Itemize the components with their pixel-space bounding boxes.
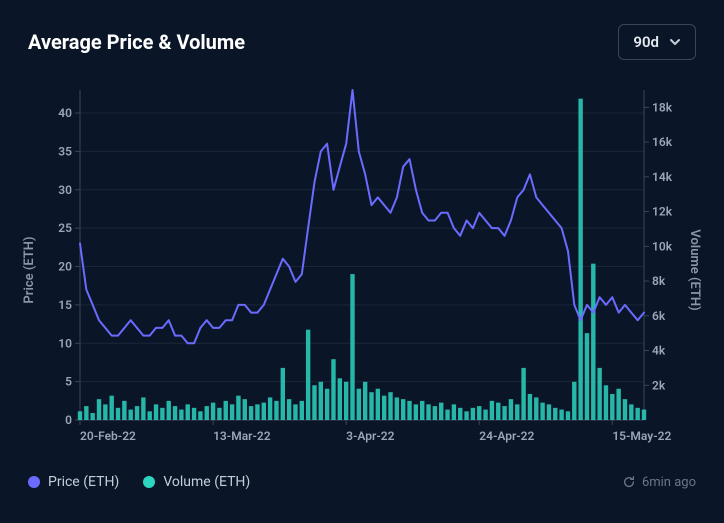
svg-text:6k: 6k <box>652 309 666 323</box>
svg-text:8k: 8k <box>652 274 666 288</box>
y-axis-label-left: Price (ETH) <box>22 236 37 303</box>
timerange-dropdown[interactable]: 90d <box>618 24 696 60</box>
legend-swatch-price <box>28 476 40 488</box>
svg-text:3-Apr-22: 3-Apr-22 <box>346 429 394 443</box>
chart-area: Price (ETH) Volume (ETH) 051015202530354… <box>28 80 696 460</box>
svg-text:20: 20 <box>58 260 72 274</box>
svg-text:2k: 2k <box>652 378 666 392</box>
svg-text:13-Mar-22: 13-Mar-22 <box>213 429 271 443</box>
card-title: Average Price & Volume <box>28 30 245 54</box>
svg-text:15-May-22: 15-May-22 <box>612 429 671 443</box>
svg-text:18k: 18k <box>652 100 673 114</box>
svg-text:12k: 12k <box>652 205 673 219</box>
refresh-text: 6min ago <box>642 475 696 490</box>
legend-label-volume: Volume (ETH) <box>163 474 250 490</box>
card-header: Average Price & Volume 90d <box>28 24 696 60</box>
svg-text:10k: 10k <box>652 239 673 253</box>
svg-text:0: 0 <box>65 413 72 427</box>
svg-text:15: 15 <box>58 298 72 312</box>
chevron-down-icon <box>669 36 681 48</box>
chart-svg: 0 5 10 15 20 25 30 35 40 2k 4k 6k 8k 10k 12k 14k 16k 18k 2… <box>28 80 696 460</box>
svg-text:30: 30 <box>58 183 72 197</box>
svg-text:5: 5 <box>65 375 72 389</box>
svg-text:25: 25 <box>58 221 72 235</box>
svg-text:24-Apr-22: 24-Apr-22 <box>479 429 534 443</box>
legend-item-volume: Volume (ETH) <box>143 474 250 490</box>
card-footer: Price (ETH) Volume (ETH) 6min ago <box>28 474 696 490</box>
timerange-selected: 90d <box>633 33 659 51</box>
svg-text:40: 40 <box>58 106 72 120</box>
legend: Price (ETH) Volume (ETH) <box>28 474 250 490</box>
svg-text:16k: 16k <box>652 135 673 149</box>
svg-text:14k: 14k <box>652 170 673 184</box>
legend-item-price: Price (ETH) <box>28 474 119 490</box>
y-axis-label-right: Volume (ETH) <box>687 229 702 310</box>
svg-text:4k: 4k <box>652 344 666 358</box>
chart-card: Average Price & Volume 90d Price (ETH) V… <box>0 0 724 523</box>
svg-text:20-Feb-22: 20-Feb-22 <box>80 429 136 443</box>
refresh-indicator: 6min ago <box>622 475 696 490</box>
svg-text:10: 10 <box>58 336 72 350</box>
refresh-icon <box>622 475 636 489</box>
svg-text:35: 35 <box>58 144 72 158</box>
legend-swatch-volume <box>143 476 155 488</box>
legend-label-price: Price (ETH) <box>48 474 119 490</box>
